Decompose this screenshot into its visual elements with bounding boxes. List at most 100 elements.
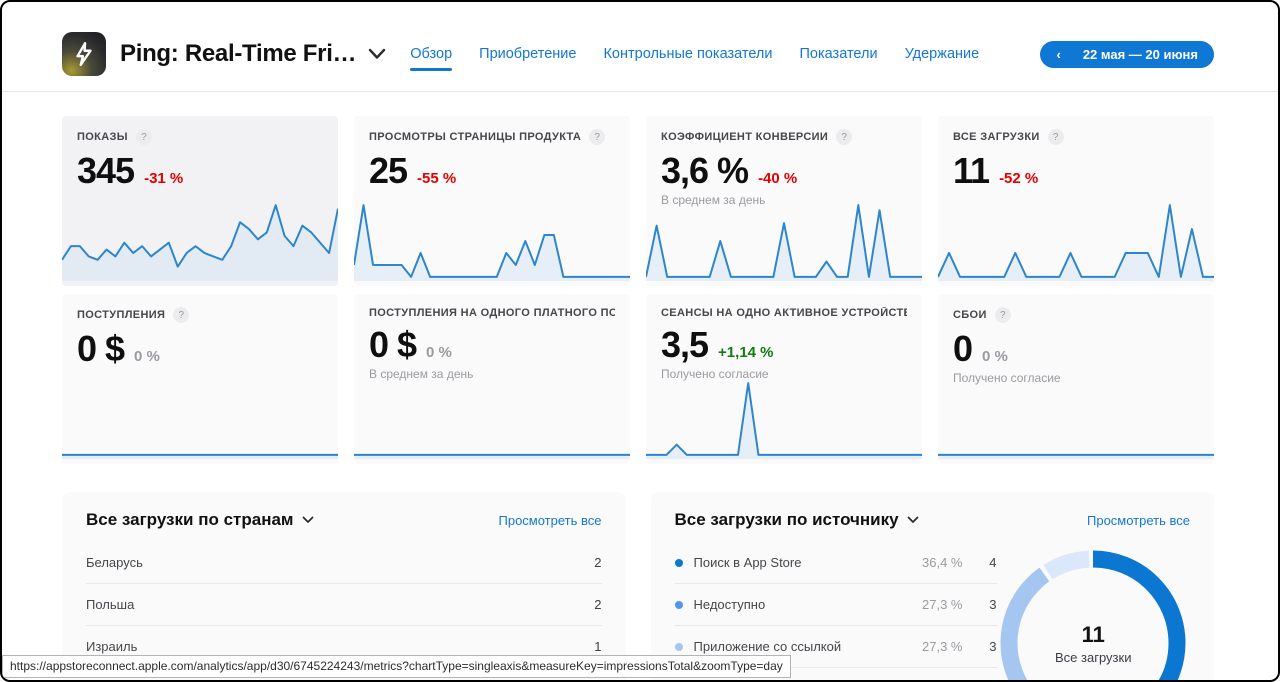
donut-center-label: 11 Все загрузки [998,548,1188,680]
sparkline-chart [62,199,338,281]
metric-value: 0 [953,328,973,369]
card-title: СЕАНСЫ НА ОДНО АКТИВНОЕ УСТРОЙСТВО [661,307,907,319]
metric-card-total-downloads[interactable]: ВСЕ ЗАГРУЗКИ ? 11 -52 % [938,116,1214,286]
country-value: 2 [594,597,602,612]
card-title: ПОКАЗЫ [77,131,128,143]
country-value: 2 [594,555,602,570]
metric-value: 3,5 [661,324,709,365]
source-value: 3 [989,639,997,654]
tab-acquisition[interactable]: Приобретение [479,46,577,62]
metric-delta: 0 % [982,348,1008,365]
help-icon[interactable]: ? [994,307,1011,323]
metric-card-proceeds[interactable]: ПОСТУПЛЕНИЯ ? 0 $ 0 % [62,294,338,464]
help-icon[interactable]: ? [836,129,853,145]
metric-value: 3,6 % [661,150,749,191]
metric-card-proceeds-per-paying-user[interactable]: ПОСТУПЛЕНИЯ НА ОДНОГО ПЛАТНОГО ПОЛЬЗОВАТ… [354,294,630,464]
source-value: 3 [989,597,997,612]
metric-cards-grid: ПОКАЗЫ ? 345 -31 % ПРОСМОТРЫ СТРАНИЦЫ ПР… [62,116,1214,464]
tab-metrics[interactable]: Показатели [799,46,878,62]
date-range-picker[interactable]: ‹ 22 мая — 20 июня [1040,40,1214,68]
metric-subtitle: В среднем за день [661,193,766,207]
header-divider [2,91,1278,92]
panel-title: Все загрузки по странам [86,510,294,529]
metric-card-crashes[interactable]: СБОИ ? 0 0 % Получено согласие [938,294,1214,464]
source-percent: 27,3 % [922,597,963,612]
card-title: СБОИ [953,309,987,321]
metric-delta: 0 % [134,348,160,365]
country-list: Беларусь 2 Польша 2 Израиль 1 [86,542,602,668]
card-title: ВСЕ ЗАГРУЗКИ [953,131,1040,143]
metric-delta: +1,14 % [718,344,774,361]
metric-value: 0 $ [77,328,125,369]
source-value: 4 [989,555,997,570]
metric-delta: -55 % [417,170,457,187]
sparkline-chart [646,199,922,281]
country-value: 1 [594,639,602,654]
country-row[interactable]: Беларусь 2 [86,542,602,584]
downloads-donut-chart [1000,550,1186,680]
help-icon[interactable]: ? [1047,129,1064,145]
country-name: Беларусь [86,555,143,570]
sparkline-chart [938,377,1214,459]
card-title: ПОСТУПЛЕНИЯ НА ОДНОГО ПЛАТНОГО ПОЛЬЗОВАТ… [369,307,615,319]
view-all-link[interactable]: Просмотреть все [1087,512,1190,528]
country-row[interactable]: Польша 2 [86,584,602,626]
sparkline-chart [62,377,338,459]
header: Ping: Real-Time Fri… Обзор Приобретение … [2,2,1278,92]
app-title: Ping: Real-Time Fri… [120,40,357,67]
source-name: Недоступно [693,597,766,612]
source-row[interactable]: Недоступно 27,3 % 3 [674,584,997,626]
source-row[interactable]: Приложение со ссылкой 27,3 % 3 [674,626,997,668]
metric-value: 0 $ [369,324,417,365]
source-percent: 36,4 % [922,555,963,570]
metric-value: 345 [77,150,135,191]
date-range-label: 22 мая — 20 июня [1082,46,1198,62]
tab-benchmarks[interactable]: Контрольные показатели [603,46,773,62]
tab-retention[interactable]: Удержание [904,46,980,62]
metric-delta: -52 % [999,170,1039,187]
metric-value: 25 [369,150,408,191]
chevron-down-icon [907,516,918,523]
downloads-by-source-panel: Все загрузки по источнику Просмотреть вс… [650,492,1214,680]
nav-tabs: Обзор Приобретение Контрольные показател… [410,46,980,71]
metric-card-conversion-rate[interactable]: КОЭФФИЦИЕНТ КОНВЕРСИИ ? 3,6 % -40 % В ср… [646,116,922,286]
metric-delta: -31 % [144,170,184,187]
app-icon[interactable] [62,32,106,76]
card-title: КОЭФФИЦИЕНТ КОНВЕРСИИ [661,131,829,143]
source-percent: 27,3 % [922,639,963,654]
metric-delta: -40 % [758,170,798,187]
help-icon[interactable]: ? [135,129,152,145]
downloads-by-source-dropdown[interactable]: Все загрузки по источнику [675,510,919,530]
donut-total: 11 [1081,621,1105,647]
sparkline-chart [938,199,1214,281]
status-bar-url: https://appstoreconnect.apple.com/analyt… [2,655,791,678]
downloads-by-country-dropdown[interactable]: Все загрузки по странам [86,510,314,530]
metric-card-impressions[interactable]: ПОКАЗЫ ? 345 -31 % [62,116,338,286]
help-icon[interactable]: ? [589,129,606,145]
metric-card-product-page-views[interactable]: ПРОСМОТРЫ СТРАНИЦЫ ПРОДУКТА ? 25 -55 % [354,116,630,286]
country-name: Польша [86,597,135,612]
sparkline-chart [354,377,630,459]
sparkline-chart [354,199,630,281]
card-title: ПРОСМОТРЫ СТРАНИЦЫ ПРОДУКТА [369,131,582,143]
donut-caption: Все загрузки [1055,649,1132,665]
metric-subtitle: Получено согласие [661,367,769,381]
legend-dot [674,558,683,567]
view-all-link[interactable]: Просмотреть все [498,512,602,528]
metric-card-sessions-per-active-device[interactable]: СЕАНСЫ НА ОДНО АКТИВНОЕ УСТРОЙСТВО 3,5 +… [646,294,922,464]
tab-overview[interactable]: Обзор [410,46,453,71]
legend-dot [674,642,683,651]
source-row[interactable]: Поиск в App Store 36,4 % 4 [674,542,997,584]
sparkline-chart [646,377,922,459]
source-name: Приложение со ссылкой [693,639,842,654]
metric-subtitle: В среднем за день [369,367,474,381]
metric-delta: 0 % [426,344,452,361]
panel-title: Все загрузки по источнику [674,510,899,529]
chevron-down-icon[interactable] [368,48,386,60]
chevron-left-icon[interactable]: ‹ [1056,46,1061,62]
help-icon[interactable]: ? [173,307,190,323]
bottom-panels: Все загрузки по странам Просмотреть все … [62,492,1214,680]
downloads-by-country-panel: Все загрузки по странам Просмотреть все … [62,492,626,680]
legend-dot [674,600,683,609]
